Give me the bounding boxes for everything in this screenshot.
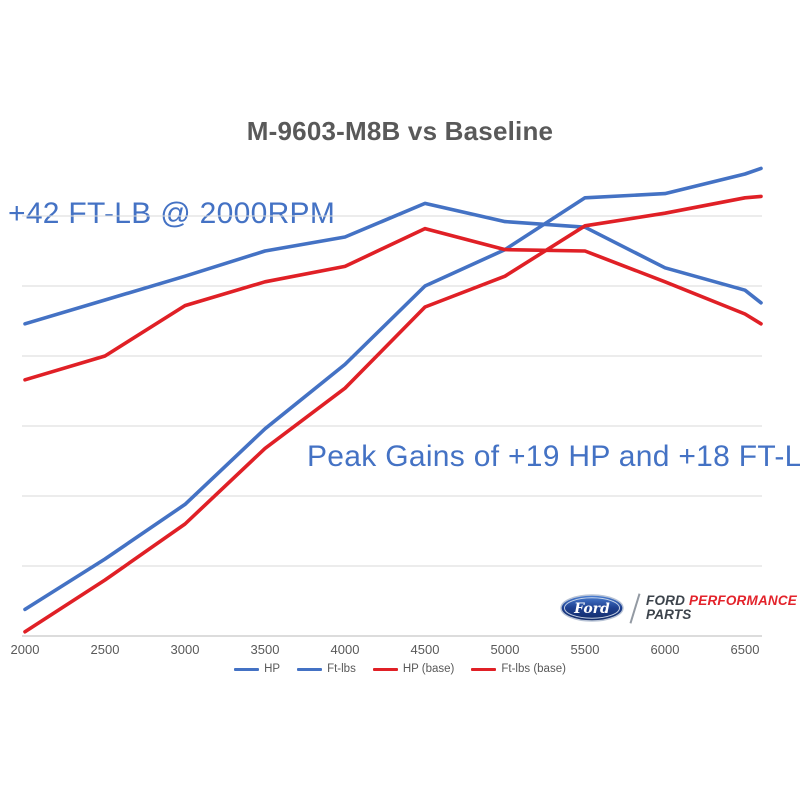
series-line-ft-lbs-base [23, 226, 763, 382]
legend-item-ft-lbs: Ft-lbs [297, 663, 356, 675]
logo-divider [629, 592, 641, 624]
ford-performance-logo: Ford FORD PERFORMANCE PARTS [560, 589, 797, 627]
legend-item-hp-base: HP (base) [372, 663, 455, 675]
x-tick-label: 4000 [331, 642, 360, 657]
logo-performance-text: PERFORMANCE [689, 593, 797, 608]
legend-label-ft-lbs: Ft-lbs [327, 663, 356, 675]
legend-label-ft-lbs-base: Ft-lbs (base) [501, 663, 566, 675]
annotation-torque-gain: +42 FT-LB @ 2000RPM [8, 197, 336, 230]
legend-item-ft-lbs-base: Ft-lbs (base) [471, 663, 566, 675]
x-tick-label: 5000 [491, 642, 520, 657]
series-line-hp [23, 166, 763, 612]
ford-oval-icon: Ford [560, 594, 624, 622]
legend-swatch-ft-lbs-base [471, 667, 497, 671]
logo-text: FORD PERFORMANCE PARTS [646, 594, 797, 622]
x-tick-label: 6000 [651, 642, 680, 657]
x-tick-label: 4500 [411, 642, 440, 657]
logo-ford-text: FORD [646, 593, 686, 608]
series-line-hp-base [23, 194, 763, 634]
x-tick-label: 6500 [731, 642, 760, 657]
annotation-peak-gains: Peak Gains of +19 HP and +18 FT-LB [307, 440, 800, 473]
chart-title: M-9603-M8B vs Baseline [246, 116, 554, 146]
logo-parts-text: PARTS [646, 607, 692, 622]
legend-swatch-hp [234, 667, 260, 671]
x-tick-label: 2000 [11, 642, 40, 657]
logo-line1: FORD PERFORMANCE [646, 594, 797, 608]
series-line-ft-lbs [23, 201, 763, 326]
ford-oval-script: Ford [573, 601, 610, 617]
legend-swatch-ft-lbs [297, 667, 323, 671]
legend-item-hp: HP [234, 663, 280, 675]
x-tick-label: 3000 [171, 642, 200, 657]
x-tick-label: 3500 [251, 642, 280, 657]
legend-swatch-hp-base [372, 667, 398, 671]
x-tick-label: 5500 [571, 642, 600, 657]
legend-label-hp-base: HP (base) [402, 663, 455, 675]
x-tick-label: 2500 [91, 642, 120, 657]
chart-legend: HP Ft-lbs HP (base) Ft-lbs (base) [0, 663, 800, 675]
legend-label-hp: HP [264, 663, 281, 675]
ford-oval [560, 594, 624, 622]
ford-oval-ring [564, 597, 620, 619]
